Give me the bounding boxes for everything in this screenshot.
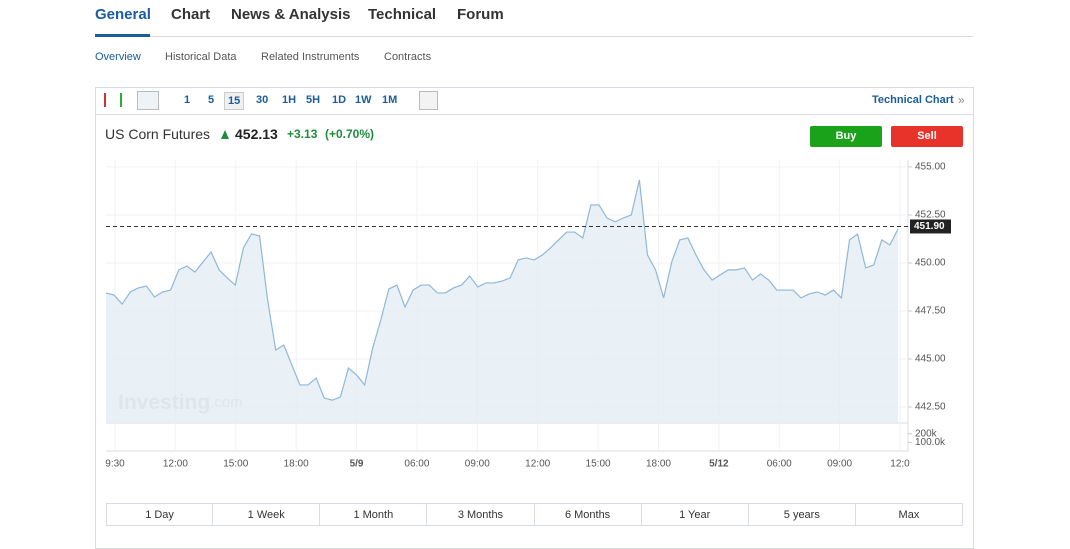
subtab[interactable]: Contracts (384, 51, 432, 63)
line (105, 179, 899, 401)
instrument-name: US Corn Futures (105, 126, 211, 142)
interval-button[interactable]: 1H (282, 94, 297, 106)
page: 9:30 12:00 15:00 18:00 5/9 06:00 09:00 12:00 15:… (95, 6, 974, 549)
tab[interactable]: Forum (457, 6, 504, 23)
subtab[interactable]: Overview (95, 51, 141, 63)
y-tick-label: 447.50 (915, 306, 946, 317)
x-tick-label: 12:00 (163, 459, 188, 470)
x-tick-label: 5/12 (709, 459, 729, 470)
x-tick-label: 5/9 (350, 459, 364, 470)
x-tick-label: 12:00 (525, 459, 550, 470)
x-tick-label: 12:0 (890, 459, 910, 470)
interval-button[interactable]: 5H (306, 94, 321, 106)
price: 452.13 (235, 126, 278, 142)
candle-icon[interactable] (104, 93, 122, 107)
buy-button[interactable]: Buy (810, 126, 882, 147)
y-tick-label: 450.00 (915, 258, 946, 269)
x-tick-label: 15:00 (223, 459, 248, 470)
x-tick-label: 18:00 (646, 459, 671, 470)
interval-button[interactable]: 5 (208, 94, 215, 106)
last-price-box (910, 219, 951, 234)
technical-arrow: » (958, 93, 965, 107)
tab[interactable]: Chart (171, 6, 211, 23)
range-button[interactable]: 6 Months (534, 503, 642, 526)
interval-button[interactable]: 15 (224, 92, 245, 110)
interval-button[interactable]: 1 (184, 94, 191, 106)
tab[interactable]: General (95, 6, 151, 23)
change: +3.13 (287, 127, 318, 141)
divider (95, 36, 973, 37)
y-tick-label: 452.50 (915, 210, 946, 221)
range-button[interactable]: 1 Day (106, 503, 214, 526)
interval-button[interactable]: 1W (355, 94, 372, 106)
tab[interactable]: News & Analysis (231, 6, 351, 23)
toolbar-divider (96, 114, 973, 115)
x-tick-label: 06:00 (767, 459, 792, 470)
interval-button[interactable]: 1M (382, 94, 398, 106)
range-button[interactable]: Max (855, 503, 963, 526)
y-tick-label: 455.00 (915, 162, 946, 173)
change-pct: (+0.70%) (325, 127, 375, 141)
range-button[interactable]: 1 Year (641, 503, 749, 526)
subtab[interactable]: Historical Data (165, 51, 237, 63)
tab-underline (95, 34, 150, 37)
x-tick-label: 15:00 (586, 459, 611, 470)
volume-tick-label: 100.0k (915, 437, 946, 448)
tab[interactable]: Technical (368, 6, 437, 23)
interval-button[interactable]: 30 (256, 94, 269, 106)
settings-icon[interactable] (419, 91, 438, 110)
x-tick-label: 09:00 (827, 459, 852, 470)
range-button[interactable]: 5 years (748, 503, 856, 526)
area (106, 179, 898, 423)
x-tick-label: 09:00 (465, 459, 490, 470)
sell-button[interactable]: Sell (891, 126, 963, 147)
chart: 9:30 12:00 15:00 18:00 5/9 06:00 09:00 12:00 15:… (105, 160, 951, 470)
up-arrow (221, 130, 229, 139)
range-button[interactable]: 1 Month (320, 503, 428, 526)
x-tick-label: 9:30 (105, 459, 125, 470)
volume-tick-label: 200k (915, 428, 938, 439)
x-tick-label: 18:00 (284, 459, 309, 470)
y-tick-label: 445.00 (915, 354, 946, 365)
area-icon[interactable] (137, 91, 159, 110)
range-button[interactable]: 3 Months (427, 503, 535, 526)
interval-button[interactable]: 1D (332, 94, 347, 106)
x-tick-label: 06:00 (404, 459, 429, 470)
y-tick-label: 442.50 (915, 402, 946, 413)
range-button[interactable]: 1 Week (213, 503, 321, 526)
subtab[interactable]: Related Instruments (261, 51, 360, 63)
last-price-label: 451.90 (914, 221, 945, 232)
technical-link[interactable]: Technical Chart (872, 94, 954, 106)
